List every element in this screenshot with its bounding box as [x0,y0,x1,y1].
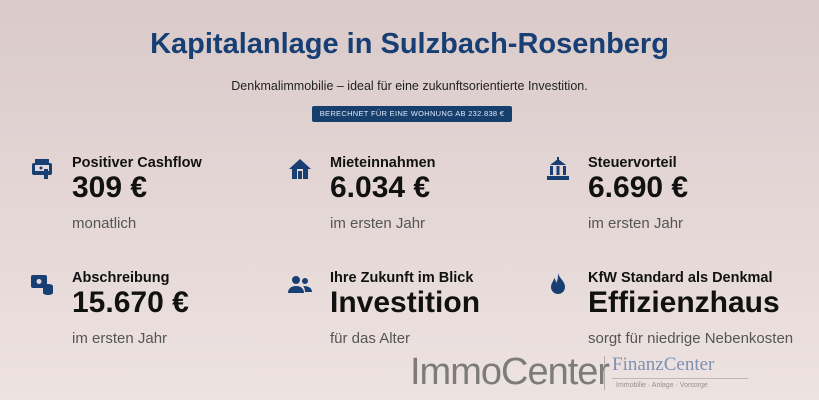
card-title: Steuervorteil [588,155,677,171]
card-title: Mieteinnahmen [330,155,436,171]
card-value: 15.670 € [72,286,189,319]
cashflow-icon [32,159,52,179]
card-value: 309 € [72,171,148,204]
watermark-logo-right: FinanzCenter [612,354,715,375]
card-title: Ihre Zukunft im Blick [330,270,474,286]
flame-icon [551,273,565,294]
page-title: Kapitalanlage in Sulzbach-Rosenberg [150,28,669,60]
card-subtext: sorgt für niedrige Nebenkosten [588,330,794,347]
watermark-underline [612,378,748,379]
watermark-tagline: Immobilie · Anlage · Vorsorge [616,382,708,389]
page-subtitle: Denkmalimmobilie – ideal für eine zukunf… [231,79,588,93]
card-subtext: für das Alter [330,330,411,347]
users-icon [288,276,312,293]
house-icon [289,159,311,179]
card-subtext: monatlich [72,215,137,232]
watermark-divider [604,356,605,390]
card-value: 6.034 € [330,171,431,204]
card-value: Effizienzhaus [588,286,780,319]
card-subtext: im ersten Jahr [588,215,684,232]
price-badge: BERECHNET FÜR EINE WOHNUNG AB 232.838 € [312,106,512,122]
watermark-logo-left: ImmoCenter [410,351,610,393]
card-title: KfW Standard als Denkmal [588,270,773,286]
card-subtext: im ersten Jahr [330,215,426,232]
card-title: Abschreibung [72,270,170,286]
card-title: Positiver Cashflow [72,155,202,171]
card-value: Investition [330,286,481,319]
card-subtext: im ersten Jahr [72,330,168,347]
bank-icon [547,157,569,180]
card-value: 6.690 € [588,171,689,204]
depreciation-icon [31,275,53,295]
